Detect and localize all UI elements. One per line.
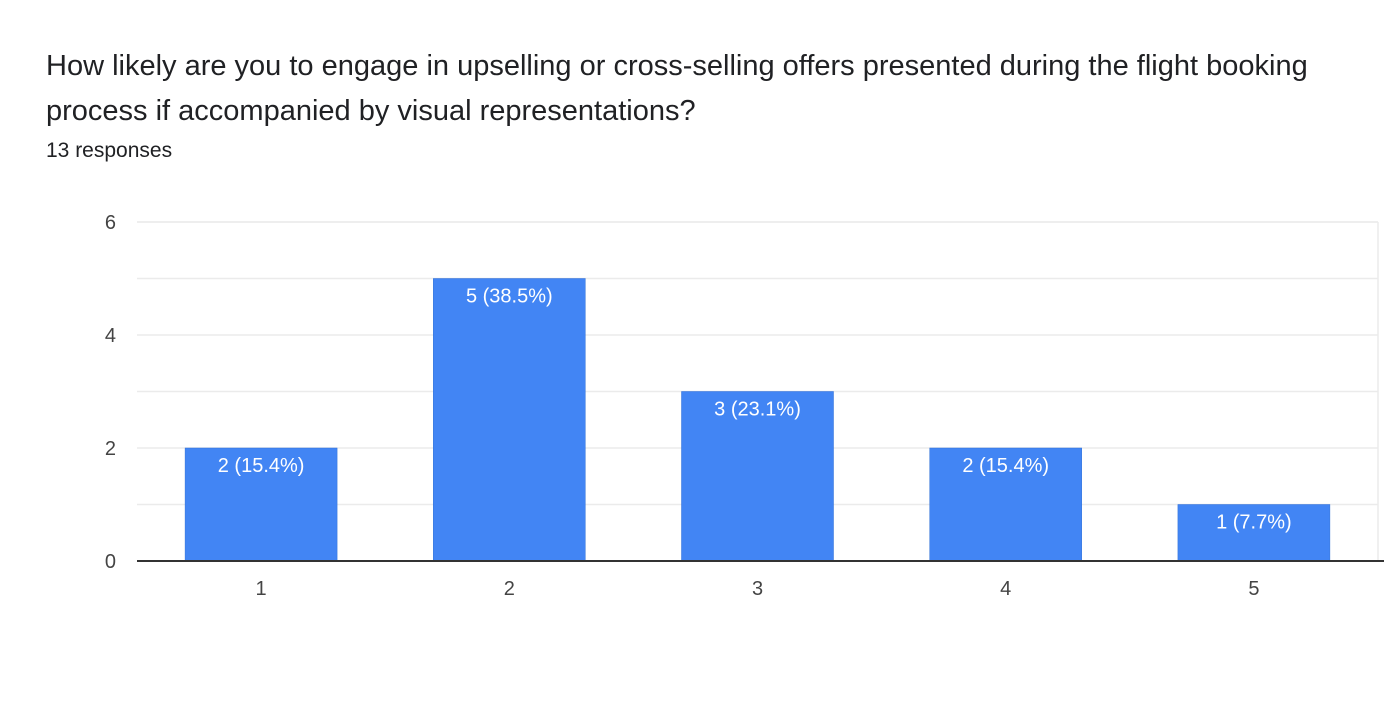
y-tick-label: 0 bbox=[105, 551, 116, 573]
y-tick-label: 6 bbox=[105, 212, 116, 234]
bar-data-label: 2 (15.4%) bbox=[962, 455, 1049, 477]
bar bbox=[184, 447, 338, 562]
bar-data-label: 1 (7.7%) bbox=[1216, 512, 1292, 534]
bar bbox=[1177, 504, 1331, 562]
bar bbox=[681, 391, 834, 562]
bar-data-label: 3 (23.1%) bbox=[714, 399, 801, 421]
x-tick-label: 2 bbox=[504, 578, 515, 600]
bar bbox=[929, 447, 1082, 562]
x-tick-label: 1 bbox=[256, 578, 267, 600]
bar bbox=[433, 278, 586, 562]
bar-data-label: 2 (15.4%) bbox=[218, 455, 305, 477]
x-tick-label: 4 bbox=[1000, 578, 1011, 600]
x-tick-label: 5 bbox=[1248, 578, 1259, 600]
bar-data-label: 5 (38.5%) bbox=[466, 286, 553, 308]
question-title: How likely are you to engage in upsellin… bbox=[46, 50, 1308, 127]
response-count: 13 responses bbox=[46, 139, 173, 162]
y-tick-label: 2 bbox=[105, 438, 116, 460]
y-tick-label: 4 bbox=[105, 325, 116, 347]
x-tick-label: 3 bbox=[752, 578, 763, 600]
